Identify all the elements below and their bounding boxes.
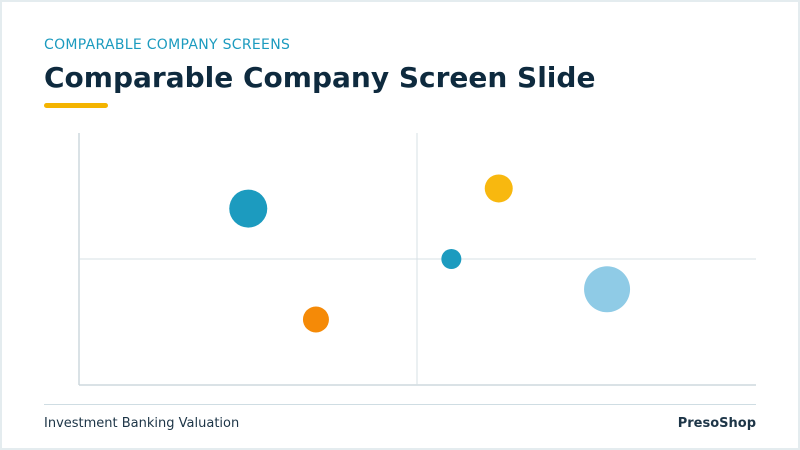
scatter-point-5: [584, 266, 631, 313]
slide-kicker: COMPARABLE COMPANY SCREENS: [44, 37, 291, 53]
footer-brand: PresoShop: [677, 416, 756, 431]
points-layer: [229, 174, 631, 333]
title-underline: [44, 103, 108, 108]
scatter-point-4: [441, 249, 462, 269]
scatter-point-3: [484, 174, 513, 203]
scatter-point-2: [302, 306, 329, 333]
footer-divider: [44, 404, 756, 405]
footer-left-text: Investment Banking Valuation: [44, 416, 240, 431]
scatter-point-1: [229, 189, 268, 228]
slide-title: Comparable Company Screen Slide: [44, 61, 596, 94]
